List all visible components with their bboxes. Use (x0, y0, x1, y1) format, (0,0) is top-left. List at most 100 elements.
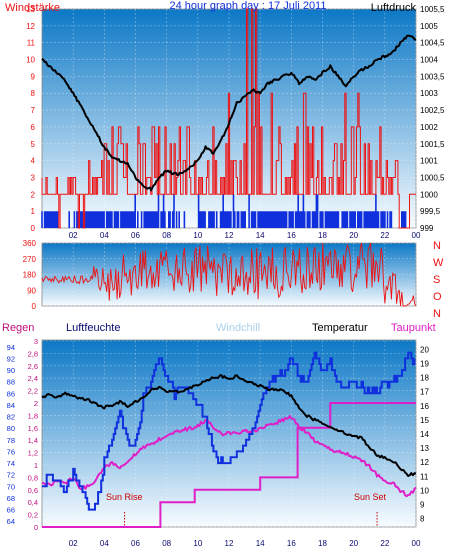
hour-tick-label: 12 (225, 231, 234, 240)
chart-title: 24 hour graph day : 17 Juli 2011 (170, 0, 327, 12)
regen-tick-label: 1,8 (28, 411, 38, 420)
grid-lines (42, 8, 417, 528)
hour-tick-label: 20 (349, 231, 358, 240)
hour-tick-label: 22 (380, 231, 389, 240)
pressure-tick-label: 1005,5 (420, 5, 445, 14)
regen-tick-label: 2,2 (28, 387, 38, 396)
pressure-tick-label: 999 (420, 224, 434, 233)
wind-tick-label: 5 (31, 140, 36, 149)
regen-axis-title: Regen (2, 322, 34, 334)
wind-tick-label: 7 (31, 106, 36, 115)
hour-tick-label: 18 (318, 539, 327, 548)
humidity-tick-label: 74 (7, 459, 15, 468)
regen-tick-label: 0 (34, 523, 38, 532)
humidity-tick-label: 76 (7, 447, 15, 456)
hour-tick-label: 20 (349, 539, 358, 548)
humidity-tick-label: 70 (7, 482, 15, 491)
windstaerke-axis-title: Windstärke (5, 2, 60, 14)
hour-tick-label: 02 (69, 231, 78, 240)
regen-tick-label: 0,6 (28, 486, 38, 495)
regen-tick-label: 1 (34, 461, 38, 470)
hour-tick-label: 08 (162, 539, 171, 548)
temperature-tick-label: 10 (420, 486, 429, 495)
temperature-tick-label: 13 (420, 444, 429, 453)
direction-line (41, 242, 417, 307)
regen-tick-label: 2 (34, 399, 38, 408)
humidity-tick-label: 94 (7, 343, 15, 352)
direction-tick-label: 360 (23, 239, 37, 248)
regen-tick-label: 2,8 (28, 349, 38, 358)
compass-label: S (433, 274, 440, 286)
hour-tick-label: 16 (287, 539, 296, 548)
pressure-tick-label: 1005 (420, 22, 438, 31)
wind-tick-label: 0 (31, 224, 36, 233)
pressure-tick-label: 1003,5 (420, 72, 445, 81)
wind-direction-plot (41, 242, 417, 307)
wind-tick-label: 4 (31, 157, 36, 166)
wind-mean-impulses (41, 194, 407, 228)
windchill-axis-title: Windchill (216, 322, 260, 334)
hour-tick-label: 00 (412, 539, 421, 548)
humidity-tick-label: 86 (7, 389, 15, 398)
temperature-tick-label: 20 (420, 345, 429, 354)
temperature-tick-label: 18 (420, 374, 429, 383)
temperature-tick-label: 12 (420, 458, 429, 467)
humidity-tick-label: 78 (7, 436, 15, 445)
pressure-tick-label: 1001 (420, 157, 438, 166)
hour-tick-label: 14 (256, 231, 265, 240)
sun-rise-label: Sun Rise (106, 492, 143, 502)
pressure-tick-label: 1004 (420, 56, 438, 65)
regen-tick-label: 1,6 (28, 424, 38, 433)
regen-tick-label: 0,4 (28, 498, 38, 507)
humidity-tick-label: 92 (7, 354, 15, 363)
wind-tick-label: 11 (27, 39, 36, 48)
direction-tick-label: 90 (27, 286, 36, 295)
hour-tick-label: 10 (193, 539, 202, 548)
hour-tick-label: 16 (287, 231, 296, 240)
wind-tick-label: 2 (31, 190, 36, 199)
wind-tick-label: 12 (26, 22, 35, 31)
regen-tick-label: 1,4 (28, 436, 38, 445)
wind-tick-label: 3 (31, 173, 36, 182)
temperature-tick-label: 19 (420, 360, 429, 369)
regen-tick-label: 2,6 (28, 362, 38, 371)
compass-label: N (433, 308, 441, 320)
hour-tick-label: 04 (100, 231, 109, 240)
temperature-tick-label: 15 (420, 416, 429, 425)
humidity-tick-label: 82 (7, 413, 15, 422)
pressure-tick-label: 1000 (420, 190, 438, 199)
pressure-line (41, 34, 417, 192)
luftfeuchte-line (42, 351, 416, 511)
wind-tick-label: 9 (31, 72, 36, 81)
compass-label: O (433, 291, 442, 303)
wind-max-line (41, 8, 416, 229)
hour-tick-label: 08 (162, 231, 171, 240)
wind-tick-label: 1 (31, 207, 36, 216)
luftfeuchte-axis-title: Luftfeuchte (66, 322, 120, 334)
compass-label: W (433, 257, 444, 269)
regen-tick-label: 3 (34, 337, 38, 346)
sun-set-label: Sun Set (354, 492, 387, 502)
regen-line (42, 402, 416, 528)
hour-tick-label: 00 (412, 231, 421, 240)
wind-tick-label: 13 (26, 5, 35, 14)
hour-tick-label: 06 (131, 231, 140, 240)
humidity-tick-label: 80 (7, 424, 15, 433)
regen-tick-label: 0,2 (28, 511, 38, 520)
temperature-tick-label: 8 (420, 515, 425, 524)
pressure-tick-label: 999,5 (420, 207, 441, 216)
wind-tick-label: 6 (31, 123, 36, 132)
hour-tick-label: 06 (131, 539, 140, 548)
hour-tick-label: 02 (69, 539, 78, 548)
regen-tick-label: 0,8 (28, 473, 38, 482)
hour-tick-label: 18 (318, 231, 327, 240)
hour-tick-label: 22 (380, 539, 389, 548)
wind-tick-label: 8 (31, 89, 36, 98)
humidity-tick-label: 88 (7, 378, 15, 387)
pressure-tick-label: 1002 (420, 123, 438, 132)
direction-tick-label: 0 (32, 302, 37, 311)
temperature-tick-label: 16 (420, 402, 429, 411)
wind-tick-label: 10 (26, 56, 35, 65)
